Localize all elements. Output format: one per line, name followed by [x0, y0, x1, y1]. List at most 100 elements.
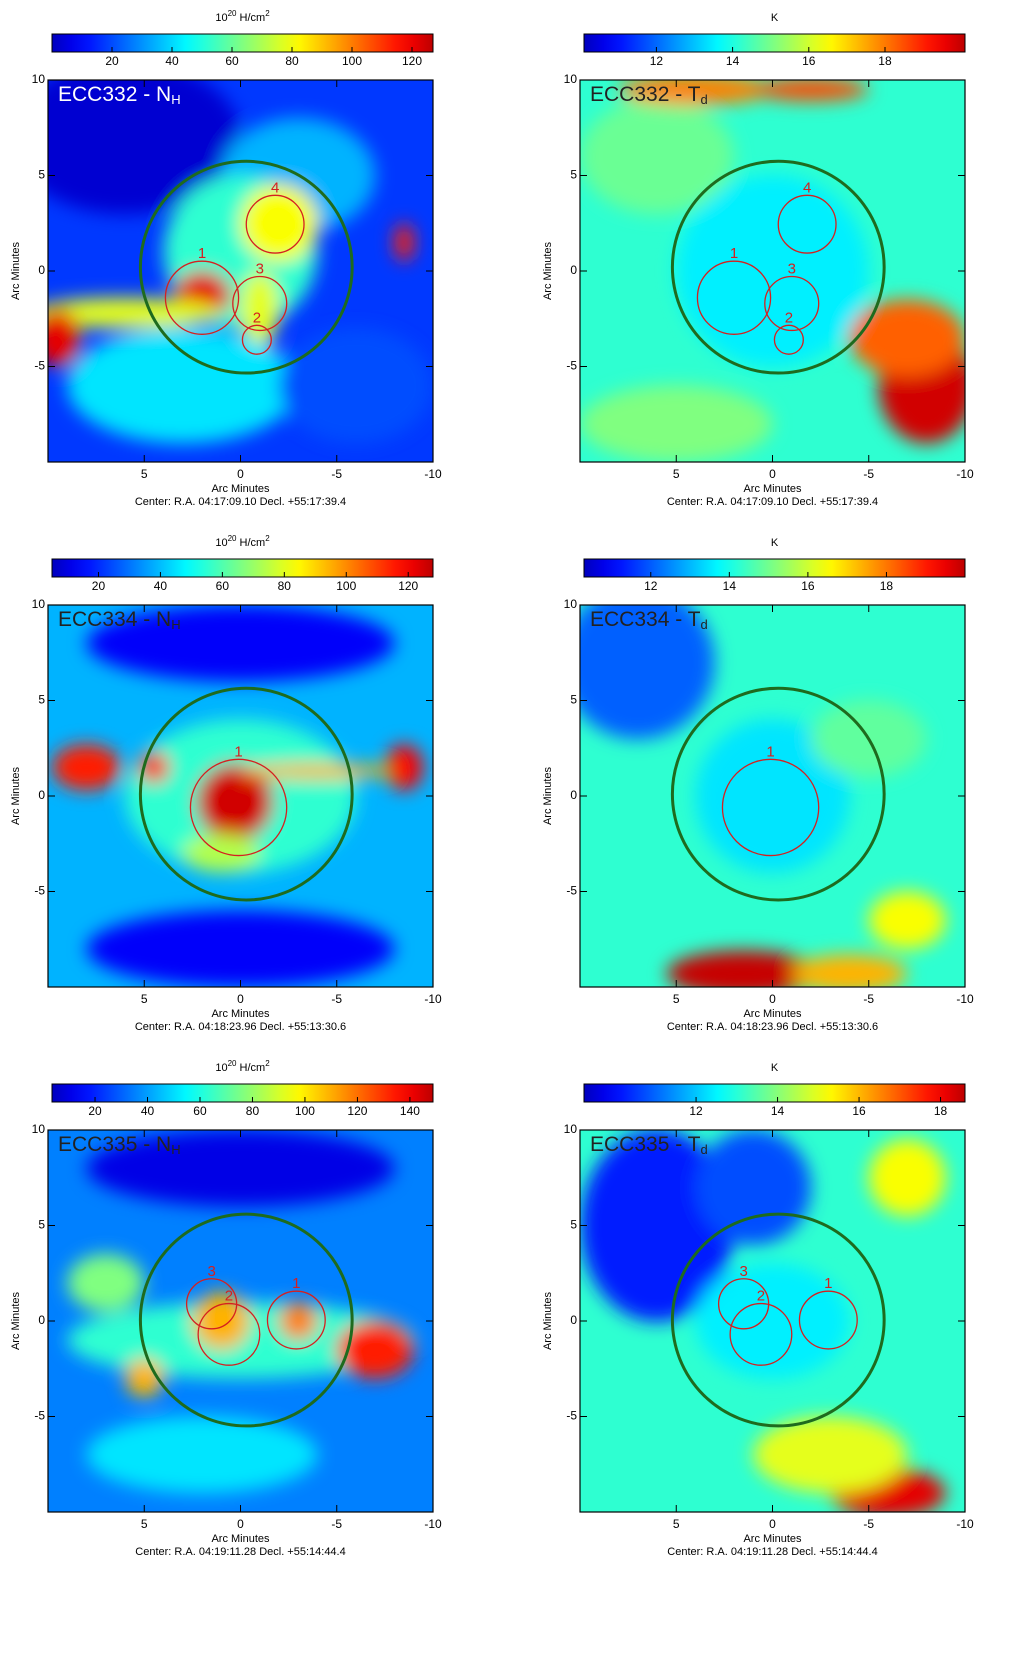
heatmap-blob — [279, 1301, 318, 1341]
heatmap-structure — [67, 1130, 414, 1494]
y-tick-label: 0 — [570, 788, 577, 802]
x-tick-label: 0 — [237, 467, 244, 481]
x-tick-label: 0 — [769, 1517, 776, 1531]
y-tick-label: -5 — [566, 359, 577, 373]
panel-title-subscript: H — [171, 617, 180, 632]
heatmap-structure — [580, 80, 965, 462]
source-circle — [197, 1302, 261, 1366]
y-tick-label: 0 — [38, 263, 45, 277]
x-axis-label: Arc Minutes — [743, 483, 802, 495]
source-circle — [241, 324, 272, 355]
panel-title: ECC335 - Td — [590, 1133, 708, 1158]
colorbar-label-base: 10 — [215, 1062, 227, 1074]
heatmap-blob — [86, 1130, 395, 1207]
heatmap-blob — [580, 1130, 734, 1322]
heatmap-blob — [67, 327, 299, 444]
y-tick-label: 0 — [38, 1313, 45, 1327]
region-circle — [138, 159, 354, 375]
heatmap-blob — [192, 1292, 251, 1350]
heatmap-blob — [580, 385, 773, 462]
heatmap-blob — [51, 744, 122, 791]
source-circle — [798, 1290, 858, 1350]
heatmap — [580, 1130, 965, 1512]
center-text: Center: R.A. 04:18:23.96 Decl. +55:13:30… — [667, 1021, 878, 1033]
x-tick-label: 0 — [237, 1517, 244, 1531]
colorbar-tick-label: 80 — [285, 54, 299, 68]
heatmap — [48, 605, 433, 987]
colorbar-tick-label: 14 — [771, 1104, 785, 1118]
y-tick-label: 5 — [570, 1218, 577, 1232]
panel-title: ECC334 - Td — [590, 608, 708, 633]
colorbar-label-unit-exp: 2 — [265, 9, 270, 18]
colorbar — [583, 558, 966, 578]
panel-title-main: ECC334 - T — [590, 608, 701, 631]
colorbar-tick-label: 100 — [342, 54, 362, 68]
panel-title: ECC334 - NH — [58, 608, 181, 633]
colorbar-label: 1020 H/cm2 — [215, 1059, 270, 1074]
colorbar-tick-label: 40 — [165, 54, 179, 68]
colorbar-tick-label: 18 — [878, 54, 892, 68]
x-tick-label: -5 — [863, 467, 874, 481]
y-tick-label: 10 — [32, 72, 46, 86]
colorbar-label: K — [771, 537, 779, 549]
heatmap-blob — [196, 763, 274, 841]
y-axis-label: Arc Minutes — [542, 766, 554, 825]
y-tick-label: 0 — [570, 263, 577, 277]
heatmap-blob — [791, 954, 908, 987]
panel-title-subscript: d — [701, 617, 708, 632]
source-circle — [189, 758, 288, 857]
colorbar-tick-label: 20 — [92, 579, 106, 593]
heatmap-blob — [849, 299, 965, 377]
heatmap-blob — [676, 174, 869, 368]
panel-title-main: ECC334 - N — [58, 608, 171, 631]
panel-title-subscript: d — [701, 1142, 708, 1157]
center-text: Center: R.A. 04:17:09.10 Decl. +55:17:39… — [667, 496, 878, 508]
x-tick-label: -5 — [331, 1517, 342, 1531]
heatmap-blob — [666, 950, 821, 987]
colorbar-tick-label: 12 — [644, 579, 658, 593]
x-axis-label: Arc Minutes — [211, 483, 270, 495]
y-tick-label: 5 — [38, 168, 45, 182]
colorbar-tick-label: 40 — [141, 1104, 155, 1118]
source-circle — [266, 1290, 326, 1350]
source-label: 1 — [292, 1275, 300, 1292]
source-label: 1 — [234, 743, 242, 760]
colorbar-label: K — [771, 1062, 779, 1074]
colorbar-tick-label: 100 — [295, 1104, 315, 1118]
y-tick-label: -5 — [34, 1409, 45, 1423]
center-text: Center: R.A. 04:19:11.28 Decl. +55:14:44… — [135, 1546, 345, 1558]
source-label: 4 — [271, 179, 279, 196]
colorbar-tick-label: 12 — [650, 54, 664, 68]
y-tick-label: 0 — [38, 788, 45, 802]
colorbar-label-unit: H/cm — [240, 537, 266, 549]
colorbar-label-base: 10 — [215, 537, 227, 549]
colorbar-label-unit-exp: 2 — [265, 1059, 270, 1068]
colorbar-tick-label: 16 — [801, 579, 815, 593]
source-circle — [164, 260, 240, 335]
center-text: Center: R.A. 04:18:23.96 Decl. +55:13:30… — [135, 1021, 346, 1033]
source-circle — [185, 1278, 238, 1330]
x-tick-label: 5 — [141, 1517, 148, 1531]
source-label: 3 — [256, 260, 264, 277]
source-label: 3 — [207, 1263, 215, 1280]
colorbar-label: K — [771, 12, 779, 24]
panel-title-main: ECC332 - N — [58, 83, 171, 106]
colorbar — [51, 558, 434, 578]
colorbar-label-base: K — [771, 12, 779, 24]
source-label: 1 — [766, 743, 774, 760]
colorbar-tick-label: 100 — [336, 579, 356, 593]
x-tick-label: -10 — [424, 467, 442, 481]
colorbar-tick-label: 20 — [105, 54, 119, 68]
region-circle — [138, 686, 354, 902]
heatmap-blob — [394, 223, 414, 262]
source-label: 2 — [757, 1288, 765, 1305]
heatmap-blob — [86, 1416, 318, 1494]
y-axis-label: Arc Minutes — [10, 766, 22, 825]
panel-title-main: ECC335 - N — [58, 1133, 171, 1156]
source-circle — [777, 194, 837, 254]
center-text: Center: R.A. 04:17:09.10 Decl. +55:17:39… — [135, 496, 346, 508]
heatmap-blob — [48, 80, 241, 215]
